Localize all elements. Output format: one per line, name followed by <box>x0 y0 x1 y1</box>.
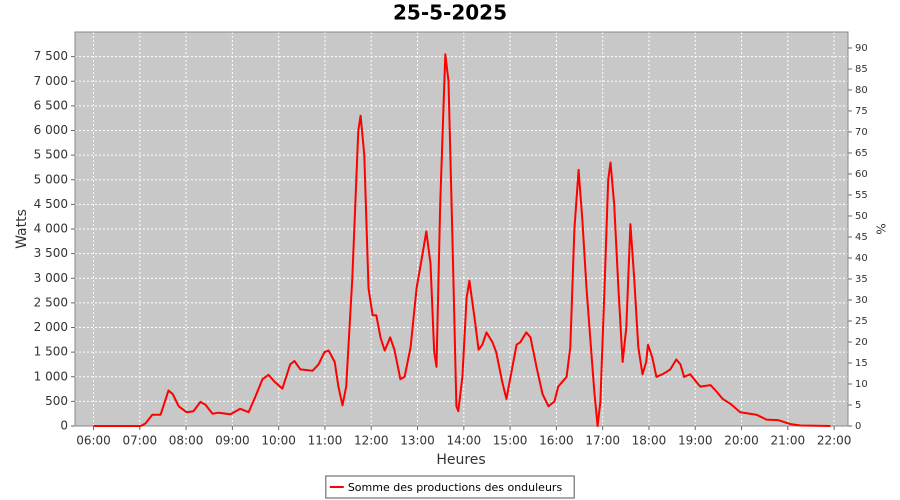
y2-tick-label: 70 <box>855 127 868 138</box>
y-tick-label: 3 000 <box>34 271 68 285</box>
y-tick-label: 7 500 <box>34 49 68 63</box>
legend-box <box>325 475 575 499</box>
y2-tick-label: 45 <box>855 232 868 243</box>
legend: Somme des productions des onduleurs <box>325 475 575 499</box>
y2-tick-label: 50 <box>855 211 868 222</box>
x-tick-label: 16:00 <box>539 434 574 448</box>
x-tick-label: 15:00 <box>493 434 528 448</box>
y-tick-label: 1 500 <box>34 345 68 359</box>
x-tick-label: 18:00 <box>632 434 667 448</box>
y-tick-label: 2 000 <box>34 320 68 334</box>
y-tick-label: 2 500 <box>34 295 68 309</box>
y2-tick-label: 85 <box>855 64 868 75</box>
x-tick-label: 17:00 <box>585 434 620 448</box>
y2-axis-label: % <box>874 223 888 234</box>
y2-tick-label: 40 <box>855 253 868 264</box>
x-tick-label: 13:00 <box>400 434 435 448</box>
x-tick-label: 08:00 <box>169 434 204 448</box>
y2-tick-label: 30 <box>855 295 868 306</box>
x-tick-label: 10:00 <box>261 434 296 448</box>
y-tick-label: 0 <box>60 419 68 433</box>
y2-tick-label: 55 <box>855 190 868 201</box>
x-tick-label: 21:00 <box>771 434 806 448</box>
plot-border <box>74 31 849 427</box>
y2-tick-label: 60 <box>855 169 868 180</box>
y-tick-label: 6 500 <box>34 98 68 112</box>
x-tick-label: 06:00 <box>76 434 111 448</box>
y-tick-label: 4 000 <box>34 222 68 236</box>
y2-tick-label: 35 <box>855 274 868 285</box>
y2-tick-label: 15 <box>855 358 868 369</box>
y2-tick-label: 80 <box>855 85 868 96</box>
y-tick-label: 6 000 <box>34 123 68 137</box>
y2-tick-label: 0 <box>855 421 861 432</box>
y2-tick-label: 10 <box>855 379 868 390</box>
x-tick-label: 09:00 <box>215 434 250 448</box>
y-tick-label: 4 500 <box>34 197 68 211</box>
y2-tick-label: 20 <box>855 337 868 348</box>
x-tick-label: 11:00 <box>308 434 343 448</box>
y-tick-label: 5 000 <box>34 172 68 186</box>
y-tick-label: 7 000 <box>34 74 68 88</box>
y-tick-label: 3 500 <box>34 246 68 260</box>
x-tick-label: 07:00 <box>123 434 158 448</box>
y2-tick-label: 25 <box>855 316 868 327</box>
x-axis-label: Heures <box>436 452 485 468</box>
chart-title: 25-5-2025 <box>393 1 507 25</box>
x-tick-label: 19:00 <box>678 434 713 448</box>
y-tick-label: 1 000 <box>34 369 68 383</box>
y2-tick-label: 5 <box>855 400 861 411</box>
x-tick-label: 22:00 <box>817 434 852 448</box>
x-tick-label: 20:00 <box>724 434 759 448</box>
y-axis-label: Watts <box>14 209 30 249</box>
series-line <box>93 53 831 427</box>
y-tick-label: 5 500 <box>34 148 68 162</box>
x-tick-label: 14:00 <box>447 434 482 448</box>
x-tick-label: 12:00 <box>354 434 389 448</box>
y2-tick-label: 90 <box>855 43 868 54</box>
y2-tick-label: 75 <box>855 106 868 117</box>
y-tick-label: 500 <box>45 394 68 408</box>
y2-tick-label: 65 <box>855 148 868 159</box>
legend-label: Somme des productions des onduleurs <box>348 481 563 494</box>
